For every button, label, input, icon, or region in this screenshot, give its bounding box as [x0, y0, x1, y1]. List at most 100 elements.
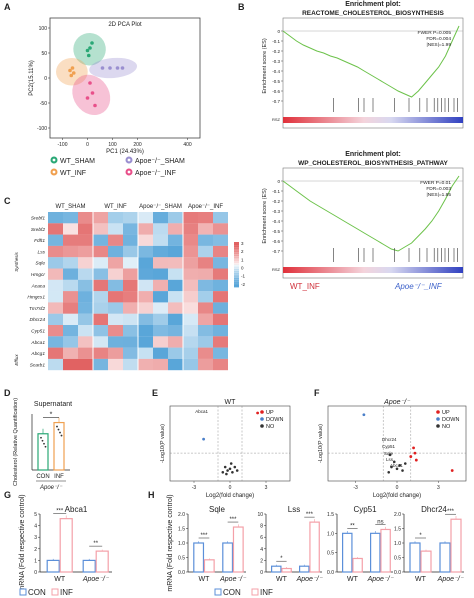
- heatmap-cell: [93, 347, 108, 359]
- heatmap-cell: [213, 257, 228, 269]
- volcano-annotation: Abca1: [195, 409, 208, 414]
- heatmap-cell: [108, 279, 123, 292]
- heatmap-cell: [153, 268, 168, 280]
- heatmap-cell: [153, 313, 168, 325]
- pca-point: [68, 68, 72, 73]
- pca-xtick-label: -100: [57, 142, 67, 148]
- pca-legend-swatch-inner: [52, 158, 56, 162]
- heatmap-cell: [48, 325, 63, 337]
- heatmap-cell: [213, 212, 228, 224]
- heatmap-cell: [198, 245, 213, 258]
- heatmap-cell: [153, 302, 168, 314]
- heatmap-cell: [48, 336, 63, 348]
- heatmap-cell: [153, 234, 168, 246]
- heatmap-cell: [48, 223, 63, 235]
- heatmap-cell: [138, 336, 153, 348]
- pca-point: [115, 66, 120, 70]
- heatmap-cell: [183, 336, 198, 348]
- volcano-annotation: Cyp51: [382, 444, 396, 449]
- heatmap-cell: [138, 212, 153, 224]
- heatmap-group-label: Apoe⁻/⁻_SHAM: [139, 204, 182, 210]
- mrna-bar: [352, 557, 363, 573]
- volcano-legend-label: DOWN: [266, 417, 283, 423]
- heatmap-cell: [93, 313, 108, 325]
- heatmap-cell: [48, 347, 63, 359]
- volcano-point-down: [202, 437, 206, 441]
- mrna-ytick-label: 0.5: [394, 556, 401, 562]
- heatmap-scale-step: [234, 248, 239, 252]
- heatmap-cell: [213, 358, 228, 371]
- heatmap-cell: [48, 268, 63, 280]
- heatmap-cell: [108, 358, 123, 371]
- volcano-point-up: [412, 446, 415, 450]
- gsea-rsz-label: RSZ: [272, 117, 281, 122]
- heatmap-scale-step: [234, 264, 239, 268]
- mrna-sig: *: [280, 556, 283, 562]
- heatmap-cell: [63, 313, 78, 325]
- legend-con-swatch: [19, 588, 27, 596]
- pca-point: [85, 96, 90, 100]
- heatmap-cell: [48, 257, 63, 269]
- heatmap-cell: [93, 245, 108, 258]
- d-point: [43, 442, 45, 445]
- heatmap-cell: [198, 325, 213, 337]
- d-point: [59, 431, 61, 434]
- heatmap-cell: [108, 302, 123, 314]
- pca-xlabel: PC1 (24.43%): [106, 149, 144, 155]
- mrna-bar: [309, 521, 320, 573]
- legend-con-label-h: CON: [223, 588, 241, 597]
- volcano-legend-label: NO: [442, 424, 451, 430]
- mrna-group-label: Apoe⁻/⁻: [82, 576, 110, 583]
- gsea-subtitle: REACTOME_CHOLESTEROL_BIOSYNTHESIS: [302, 10, 444, 17]
- panel-label-H: H: [148, 490, 155, 500]
- d-bar: [37, 433, 49, 471]
- mrna-ylabel: mRNA (Fold respective control): [19, 494, 26, 591]
- heatmap-cell: [78, 257, 93, 269]
- heatmap-cell: [198, 279, 213, 292]
- gsea-ytick-label: -0.2: [272, 199, 280, 204]
- heatmap-cell: [78, 279, 93, 292]
- mrna-ytick-label: 2.0: [178, 512, 185, 518]
- heatmap-scale-label: 0: [241, 266, 244, 271]
- heatmap-cell: [168, 325, 183, 337]
- mrna-ytick-label: 10: [257, 512, 263, 518]
- heatmap-cell: [183, 268, 198, 280]
- d-point: [56, 425, 58, 428]
- heatmap-scale-step: [234, 255, 239, 259]
- volcano-ylabel: -Log10(P value): [160, 424, 166, 463]
- heatmap-scale-step: [234, 284, 239, 288]
- heatmap-row-label: Hmgcr: [31, 272, 46, 278]
- heatmap-cell: [138, 234, 153, 246]
- d-title: Supernatant: [34, 401, 72, 408]
- heatmap-cell: [108, 347, 123, 359]
- heatmap-row-label: Tm7sf2: [29, 306, 45, 312]
- heatmap-cell: [108, 325, 123, 337]
- pca-ytick-label: -100: [37, 126, 47, 132]
- heatmap-cell: [48, 234, 63, 246]
- heatmap-cell: [78, 302, 93, 314]
- volcano-point-no: [395, 467, 399, 471]
- heatmap-cell: [93, 358, 108, 371]
- heatmap-cell: [63, 223, 78, 235]
- heatmap-cell: [123, 223, 138, 235]
- mrna-ytick-label: 2: [34, 547, 37, 553]
- heatmap-cell: [108, 313, 123, 325]
- heatmap-scale-step: [234, 260, 239, 263]
- d-group-label: Apoe⁻/⁻: [39, 485, 63, 491]
- heatmap-cell: [153, 358, 168, 371]
- panel-label-F: F: [314, 388, 320, 398]
- heatmap-cell: [168, 302, 183, 314]
- heatmap-cell: [183, 347, 198, 359]
- mrna-sig: ***: [447, 509, 455, 515]
- volcano-point-no: [392, 460, 396, 464]
- mrna-title: Sqle: [209, 505, 226, 514]
- pca-point: [100, 66, 105, 70]
- legend-con-label: CON: [28, 588, 46, 597]
- gsea-stat: |NES|=1.99: [427, 42, 452, 48]
- gsea-ylabel: Enrichment score (ES): [262, 188, 268, 243]
- volcano-xlabel: Log2(fold change): [373, 493, 421, 499]
- heatmap-cell: [183, 325, 198, 337]
- heatmap-cell: [198, 291, 213, 303]
- heatmap-cell: [48, 212, 63, 224]
- heatmap-cell: [213, 336, 228, 348]
